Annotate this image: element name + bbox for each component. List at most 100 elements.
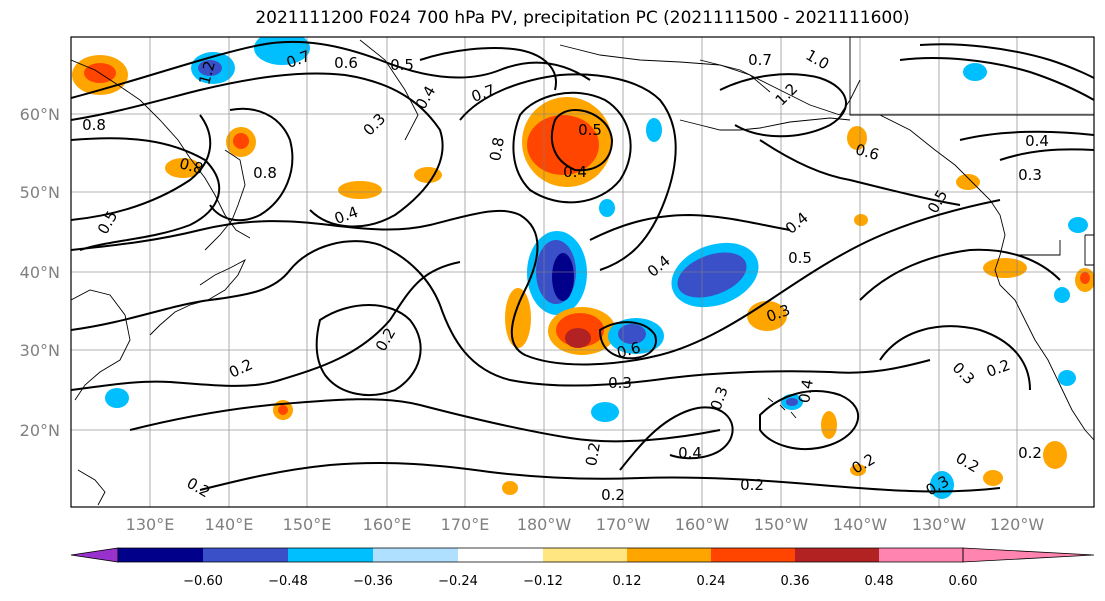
colorbar-tick-label: −0.36 — [353, 574, 393, 589]
precip-shade — [1043, 441, 1067, 469]
map-frame — [70, 36, 1095, 508]
longitude-labels: 130°E 140°E 150°E 160°E 170°E 180°W 170°… — [126, 515, 1045, 534]
pv-contours — [71, 40, 1094, 493]
lat-label: 30°N — [20, 341, 60, 360]
contour-label: 0.2 — [740, 476, 764, 494]
lon-label: 120°W — [990, 515, 1045, 534]
contour-label: 0.6 — [853, 140, 881, 164]
precip-shade — [105, 388, 129, 408]
contour-label: 0.8 — [486, 136, 508, 163]
colorbar-segment — [543, 548, 627, 562]
precip-shade — [552, 253, 574, 301]
precip-shade — [233, 133, 249, 149]
gridlines — [71, 37, 1094, 507]
colorbar-segment — [373, 548, 458, 562]
lat-label: 60°N — [20, 105, 60, 124]
precip-shade — [786, 398, 798, 406]
precip-shade — [983, 470, 1003, 486]
precip-shade — [338, 181, 382, 199]
colorbar-tick-label: 0.36 — [781, 574, 810, 589]
colorbar-segment — [458, 548, 543, 562]
colorbar-ticks: −0.60 −0.48 −0.36 −0.24 −0.12 0.12 0.24 … — [183, 574, 977, 589]
colorbar-tick-label: −0.24 — [438, 574, 478, 589]
colorbar-segment — [118, 548, 203, 562]
coastlines — [71, 37, 1094, 506]
lon-label: 160°E — [363, 515, 412, 534]
contour-label: 0.6 — [615, 338, 643, 362]
contour-label: 0.5 — [390, 56, 414, 74]
colorbar-segment — [795, 548, 879, 562]
lon-label: 140°W — [833, 515, 888, 534]
lon-label: 140°E — [205, 515, 254, 534]
precip-shade — [505, 288, 531, 348]
precip-shade — [847, 126, 867, 150]
colorbar-tick-label: −0.48 — [268, 574, 308, 589]
lon-label: 180°W — [517, 515, 572, 534]
lon-label: 130°W — [912, 515, 967, 534]
contour-label: 0.4 — [563, 163, 587, 181]
contour-label: 0.8 — [253, 164, 277, 182]
contour-label: 0.7 — [748, 51, 772, 69]
contour-label: 0.2 — [582, 441, 604, 468]
precip-shade — [1058, 370, 1076, 386]
contour-label: 0.8 — [82, 116, 106, 134]
contour-label: 0.5 — [788, 249, 812, 267]
precip-shade — [599, 199, 615, 217]
precip-shade — [591, 402, 619, 422]
precip-shade — [963, 63, 987, 81]
precip-shade — [565, 328, 591, 348]
lon-label: 170°W — [596, 515, 651, 534]
precip-shade — [854, 214, 868, 226]
precip-shade — [677, 252, 747, 298]
precip-shade — [850, 464, 866, 476]
contour-label: 0.6 — [334, 54, 358, 72]
contour-label-group: 1.2 0.7 0.6 0.5 0.7 0.7 1.0 0.8 0.8 0.3 … — [82, 46, 1049, 504]
precip-shade — [414, 167, 442, 183]
lon-label: 150°E — [283, 515, 332, 534]
precipitation-shading — [72, 37, 1094, 499]
latitude-labels: 60°N 50°N 40°N 30°N 20°N — [20, 105, 60, 440]
precip-shade — [198, 60, 222, 76]
lon-label: 150°W — [754, 515, 809, 534]
contour-label: 1.2 — [195, 59, 219, 87]
lon-label: 130°E — [126, 515, 175, 534]
colorbar-tick-label: 0.24 — [697, 574, 726, 589]
contour-label: 0.4 — [795, 378, 817, 405]
colorbar-tick-label: −0.12 — [523, 574, 563, 589]
colorbar-outline — [117, 547, 964, 563]
lon-label: 160°W — [675, 515, 730, 534]
lat-label: 50°N — [20, 183, 60, 202]
contour-label: 0.8 — [177, 154, 205, 178]
contour-label: 0.4 — [1025, 132, 1049, 150]
colorbar — [70, 547, 1095, 563]
contour-label: 0.2 — [1018, 444, 1042, 462]
precip-shade — [821, 411, 837, 439]
colorbar-segment — [627, 548, 711, 562]
precip-shade — [502, 481, 518, 495]
precip-shade — [983, 258, 1027, 278]
lon-label: 170°E — [441, 515, 490, 534]
precip-shade — [956, 174, 980, 190]
contour-label: 0.3 — [1018, 166, 1042, 184]
precip-shade — [646, 118, 662, 142]
colorbar-segment — [711, 548, 795, 562]
precip-shade — [165, 158, 201, 178]
contour-label: 0.4 — [678, 444, 702, 462]
colorbar-extend-max — [962, 547, 1095, 563]
precip-shade — [527, 115, 599, 175]
precip-shade — [278, 405, 288, 415]
precip-shade — [1068, 217, 1088, 233]
contour-label: 0.2 — [601, 486, 625, 504]
colorbar-tick-label: 0.48 — [865, 574, 894, 589]
precip-shade — [1080, 272, 1090, 284]
contour-label: 0.5 — [578, 121, 602, 139]
colorbar-segment — [203, 548, 288, 562]
map-title: 2021111200 F024 700 hPa PV, precipitatio… — [255, 8, 910, 28]
colorbar-extend-min — [70, 547, 119, 563]
contour-label: 0.3 — [608, 374, 632, 392]
colorbar-tick-label: −0.60 — [183, 574, 223, 589]
colorbar-segment — [879, 548, 963, 562]
colorbar-tick-label: 0.60 — [949, 574, 978, 589]
precip-shade — [618, 324, 646, 344]
